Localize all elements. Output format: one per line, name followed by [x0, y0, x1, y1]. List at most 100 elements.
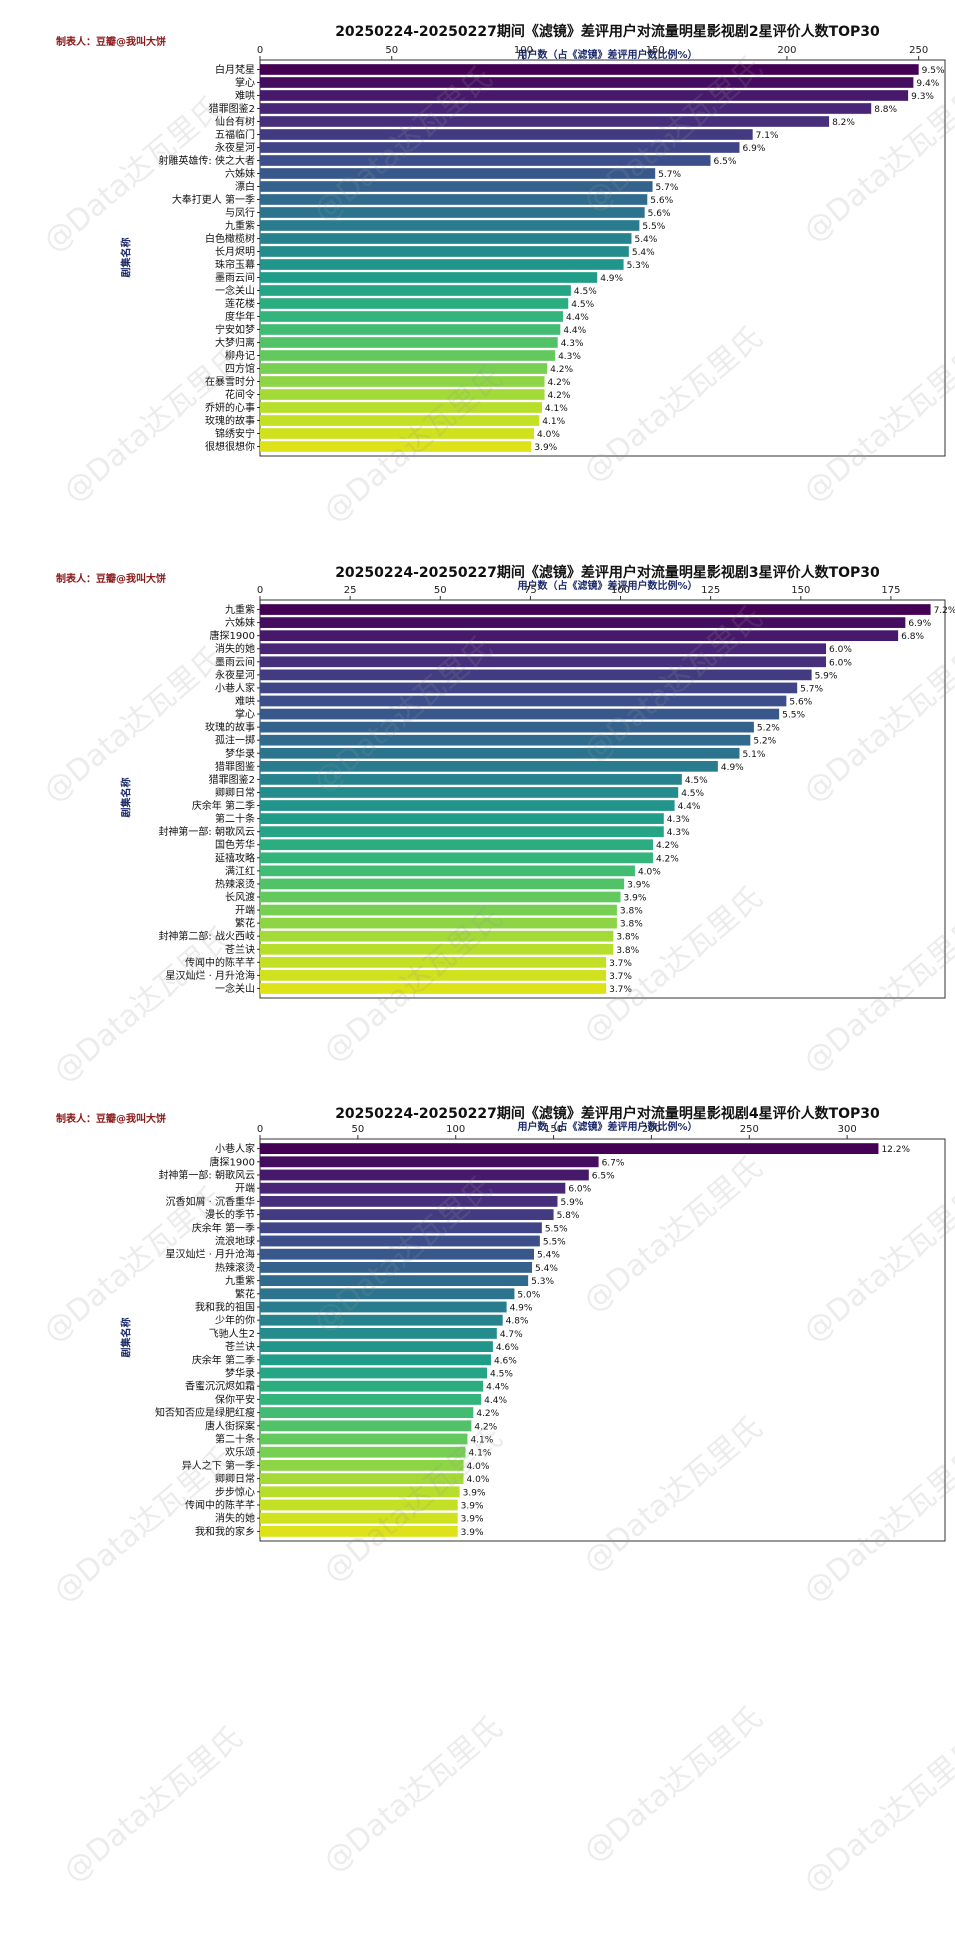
- chart-title: 20250224-20250227期间《滤镜》差评用户对流量明星影视剧2星评价人…: [335, 24, 880, 40]
- value-label: 4.5%: [681, 789, 704, 799]
- category-label: 猎罪图鉴2: [209, 102, 255, 115]
- category-label: 永夜星河: [215, 141, 255, 154]
- value-label: 4.1%: [542, 417, 565, 427]
- value-label: 4.5%: [571, 300, 594, 310]
- value-label: 3.7%: [609, 959, 632, 969]
- category-label: 乔妍的心事: [205, 401, 255, 414]
- category-label: 异人之下 第一季: [182, 1459, 255, 1472]
- value-label: 3.7%: [609, 972, 632, 982]
- bar: [260, 1222, 542, 1234]
- category-label: 知否知否应是绿肥红瘦: [155, 1406, 255, 1419]
- bar: [260, 1473, 464, 1485]
- category-label: 第二十条: [215, 812, 255, 825]
- category-label: 苍兰诀: [225, 943, 255, 956]
- chart-title: 20250224-20250227期间《滤镜》差评用户对流量明星影视剧4星评价人…: [335, 1106, 880, 1122]
- credit-label: 制表人：豆瓣@我叫大饼: [56, 1114, 166, 1125]
- category-label: 封神第一部: 朝歌风云: [158, 825, 255, 838]
- bar: [260, 734, 751, 746]
- category-label: 九重紫: [225, 219, 255, 232]
- x-tick-label: 250: [740, 1124, 759, 1135]
- bar: [260, 155, 711, 166]
- bar: [260, 1195, 558, 1207]
- value-label: 4.0%: [638, 867, 661, 877]
- value-label: 4.2%: [474, 1422, 497, 1432]
- bar-chart: 0 50 100 150 200 250 白月梵星 9.5% 掌心 9.4% 难哄 9.3% 猎罪图鉴2…: [158, 45, 946, 457]
- category-label: 很想很想你: [205, 440, 255, 453]
- value-label: 6.5%: [592, 1172, 615, 1182]
- chart-title: 20250224-20250227期间《滤镜》差评用户对流量明星影视剧3星评价人…: [335, 565, 880, 581]
- value-label: 4.2%: [656, 841, 679, 851]
- bar: [260, 1301, 507, 1313]
- value-label: 3.9%: [461, 1502, 484, 1512]
- category-label: 苍兰诀: [225, 1340, 255, 1353]
- bar: [260, 1459, 464, 1471]
- bar: [260, 1393, 482, 1405]
- category-label: 延禧攻略: [215, 851, 255, 864]
- bar: [260, 604, 931, 615]
- bar: [260, 721, 754, 733]
- category-label: 白色橄榄树: [205, 232, 255, 245]
- value-label: 4.4%: [563, 326, 586, 336]
- category-label: 一念关山: [215, 284, 255, 297]
- bar: [260, 1314, 503, 1326]
- value-label: 6.0%: [568, 1185, 591, 1195]
- value-label: 5.9%: [815, 671, 838, 681]
- watermark-text: @Data达瓦里氏: [576, 1700, 770, 1870]
- bar: [260, 1499, 458, 1511]
- bar: [260, 259, 624, 270]
- value-label: 4.8%: [506, 1317, 529, 1327]
- category-label: 永夜星河: [215, 668, 255, 681]
- bar: [260, 1169, 589, 1181]
- value-label: 5.6%: [650, 196, 673, 206]
- value-label: 4.4%: [566, 313, 589, 323]
- bar: [260, 402, 542, 413]
- plot-frame: [259, 59, 946, 457]
- bar: [260, 682, 798, 694]
- category-label: 沉香如屑 · 沉香重华: [165, 1195, 255, 1208]
- bar: [260, 878, 625, 890]
- bar: [260, 103, 872, 114]
- category-label: 长月烬明: [215, 246, 255, 258]
- value-label: 5.4%: [634, 235, 657, 245]
- category-label: 飞驰人生2: [209, 1327, 255, 1340]
- bar: [260, 77, 914, 88]
- x-axis-label: 用户数（占《滤镜》差评用户数比例%）: [517, 1122, 698, 1133]
- bar: [260, 774, 682, 785]
- bar: [260, 1156, 599, 1168]
- value-label: 4.5%: [490, 1370, 513, 1380]
- bar: [260, 1433, 468, 1445]
- plot-frame: [259, 599, 946, 999]
- bar: [260, 142, 740, 153]
- value-label: 5.7%: [656, 183, 679, 193]
- category-label: 唐探1900: [210, 1155, 255, 1168]
- category-label: 繁花: [235, 917, 255, 930]
- value-label: 5.5%: [543, 1238, 566, 1248]
- category-label: 白月梵星: [215, 63, 255, 76]
- value-label: 3.8%: [620, 920, 643, 930]
- value-label: 4.5%: [685, 776, 708, 786]
- category-label: 宁安如梦: [215, 323, 255, 336]
- value-label: 9.3%: [911, 92, 934, 102]
- category-label: 保你平安: [215, 1393, 255, 1406]
- category-label: 漂白: [235, 180, 255, 193]
- value-label: 5.2%: [757, 724, 780, 734]
- x-tick-label: 125: [701, 585, 720, 596]
- bar-chart: 0 25 50 75 100 125 150 175 九重紫 7.2% 六姊妹 6.9% 唐探1900 6…: [158, 585, 955, 999]
- value-label: 3.9%: [624, 894, 647, 904]
- bar: [260, 760, 718, 772]
- bar: [260, 800, 675, 811]
- value-label: 4.4%: [678, 802, 701, 812]
- category-label: 柳舟记: [225, 349, 255, 362]
- bar: [260, 630, 899, 642]
- value-label: 4.0%: [467, 1475, 490, 1485]
- value-label: 4.6%: [494, 1356, 517, 1366]
- value-label: 3.9%: [461, 1528, 484, 1538]
- value-label: 4.2%: [550, 365, 573, 375]
- value-label: 5.2%: [753, 737, 776, 747]
- x-tick-label: 25: [344, 585, 357, 596]
- value-label: 4.2%: [548, 378, 571, 388]
- category-label: 掌心: [235, 709, 255, 721]
- x-tick-label: 300: [838, 1124, 857, 1135]
- category-label: 欢乐颂: [225, 1446, 255, 1459]
- category-label: 大奉打更人 第一季: [172, 193, 255, 206]
